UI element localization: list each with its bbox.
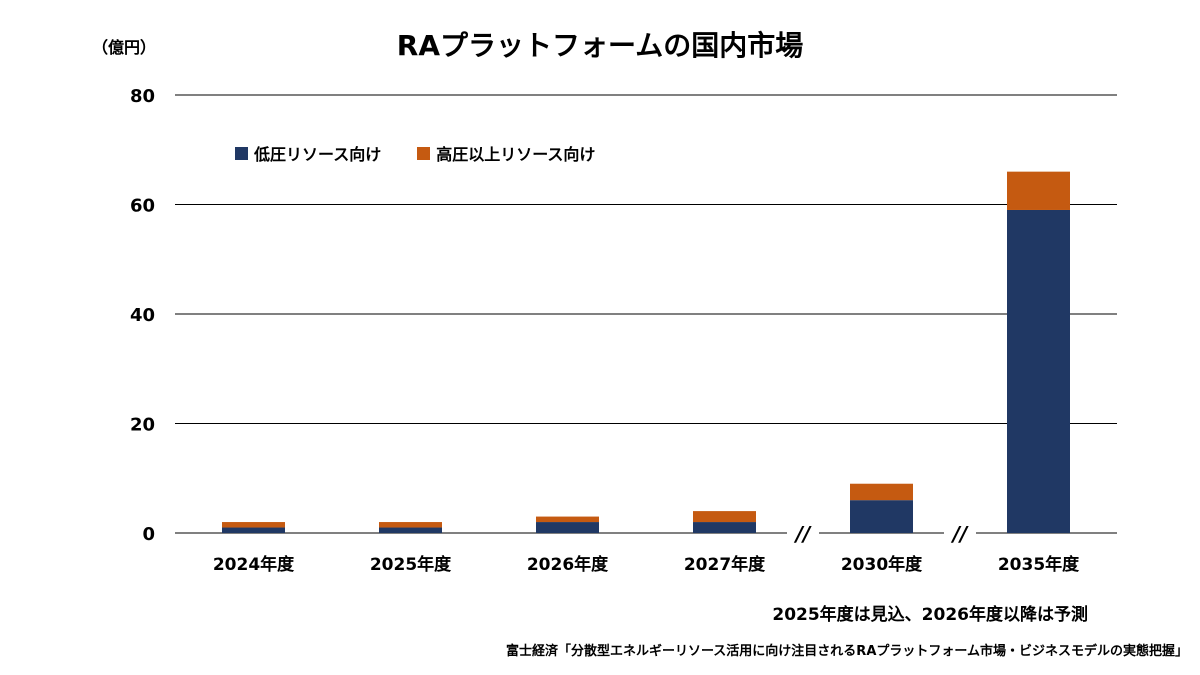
bar-segment-low — [850, 500, 913, 533]
bar-segment-high — [1007, 171, 1070, 210]
bar-segment-low — [1007, 209, 1070, 533]
axis-break-marker: // — [951, 522, 969, 546]
y-tick-label: 80 — [130, 86, 155, 107]
x-tick-label: 2027年度 — [684, 554, 766, 575]
legend-item-low: 低圧リソース向け — [235, 141, 381, 165]
chart-title: RAプラットフォームの国内市場 — [396, 29, 804, 62]
bar-segment-high — [222, 522, 285, 528]
legend-swatch-high — [417, 146, 431, 160]
legend-label-high: 高圧以上リソース向け — [436, 145, 596, 164]
x-tick-label: 2030年度 — [841, 554, 923, 575]
bar-segment-high — [536, 516, 599, 523]
y-tick-label: 40 — [130, 305, 155, 326]
axis-break-marker: // — [794, 522, 812, 546]
legend-swatch-low — [235, 146, 248, 160]
x-tick-label: 2024年度 — [213, 554, 295, 575]
y-axis-unit-label: （億円） — [92, 38, 157, 57]
legend-label-low: 低圧リソース向け — [254, 145, 382, 164]
axis-break-gap — [787, 529, 819, 537]
x-tick-label: 2035年度 — [998, 554, 1080, 575]
bar-segment-low — [536, 522, 599, 533]
y-tick-label: 60 — [130, 196, 155, 217]
legend-item-high: 高圧以上リソース向け — [417, 141, 595, 165]
x-tick-label: 2026年度 — [527, 554, 609, 575]
bar-segment-low — [693, 522, 756, 533]
chart-legend: 低圧リソース向け 高圧以上リソース向け — [235, 141, 595, 165]
y-tick-label: 20 — [130, 415, 155, 436]
x-tick-label: 2025年度 — [370, 554, 452, 575]
bar-segment-low — [222, 527, 285, 533]
forecast-note: 2025年度は見込、2026年度以降は予測 — [772, 605, 1088, 625]
bar-segment-low — [379, 527, 442, 533]
source-citation: 富士経済「分散型エネルギーリソース活用に向け注目されるRAプラットフォーム市場・… — [505, 644, 1188, 659]
bar-segment-high — [693, 511, 756, 523]
bar-segment-high — [379, 522, 442, 528]
bar-segment-high — [850, 483, 913, 501]
axis-break-gap — [944, 529, 976, 537]
y-tick-label: 0 — [142, 524, 155, 545]
